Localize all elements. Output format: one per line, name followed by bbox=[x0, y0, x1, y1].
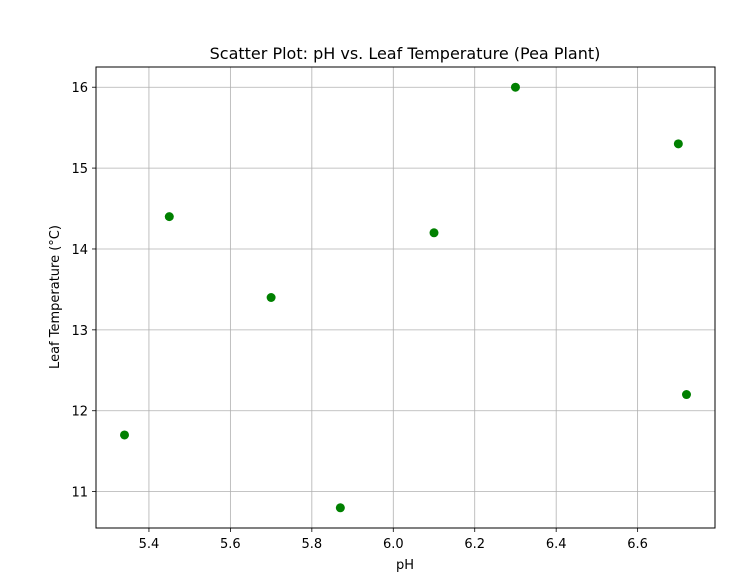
x-tick-label: 6.2 bbox=[464, 537, 485, 552]
y-axis: 11 12 13 14 15 16 bbox=[71, 81, 96, 501]
scatter-point bbox=[429, 228, 439, 238]
x-tick-label: 5.8 bbox=[301, 537, 322, 552]
y-axis-label: Leaf Temperature (°C) bbox=[48, 225, 63, 369]
y-tick-label: 15 bbox=[71, 162, 88, 177]
scatter-point bbox=[266, 293, 276, 302]
chart-title: Scatter Plot: pH vs. Leaf Temperature (P… bbox=[210, 44, 601, 63]
x-tick-label: 5.6 bbox=[220, 537, 241, 552]
y-tick-label: 12 bbox=[71, 405, 88, 420]
scatter-point bbox=[681, 390, 691, 400]
y-tick-label: 14 bbox=[71, 243, 88, 258]
scatter-point bbox=[120, 430, 130, 440]
y-tick-label: 16 bbox=[71, 81, 88, 96]
x-axis: 5.4 5.6 5.8 6.0 6.2 6.4 6.6 bbox=[139, 528, 648, 552]
grid bbox=[96, 67, 715, 528]
scatter-point bbox=[510, 82, 520, 92]
x-tick-label: 5.4 bbox=[139, 537, 160, 552]
x-axis-label: pH bbox=[396, 558, 414, 573]
scatter-point bbox=[164, 212, 174, 222]
y-tick-label: 13 bbox=[71, 324, 88, 339]
data-points bbox=[120, 82, 691, 513]
x-tick-label: 6.0 bbox=[383, 537, 404, 552]
y-tick-label: 11 bbox=[71, 486, 88, 501]
scatter-point bbox=[673, 139, 683, 149]
plot-frame bbox=[95, 66, 716, 529]
scatter-point bbox=[335, 503, 345, 513]
x-tick-label: 6.6 bbox=[627, 537, 648, 552]
x-tick-label: 6.4 bbox=[546, 537, 567, 552]
